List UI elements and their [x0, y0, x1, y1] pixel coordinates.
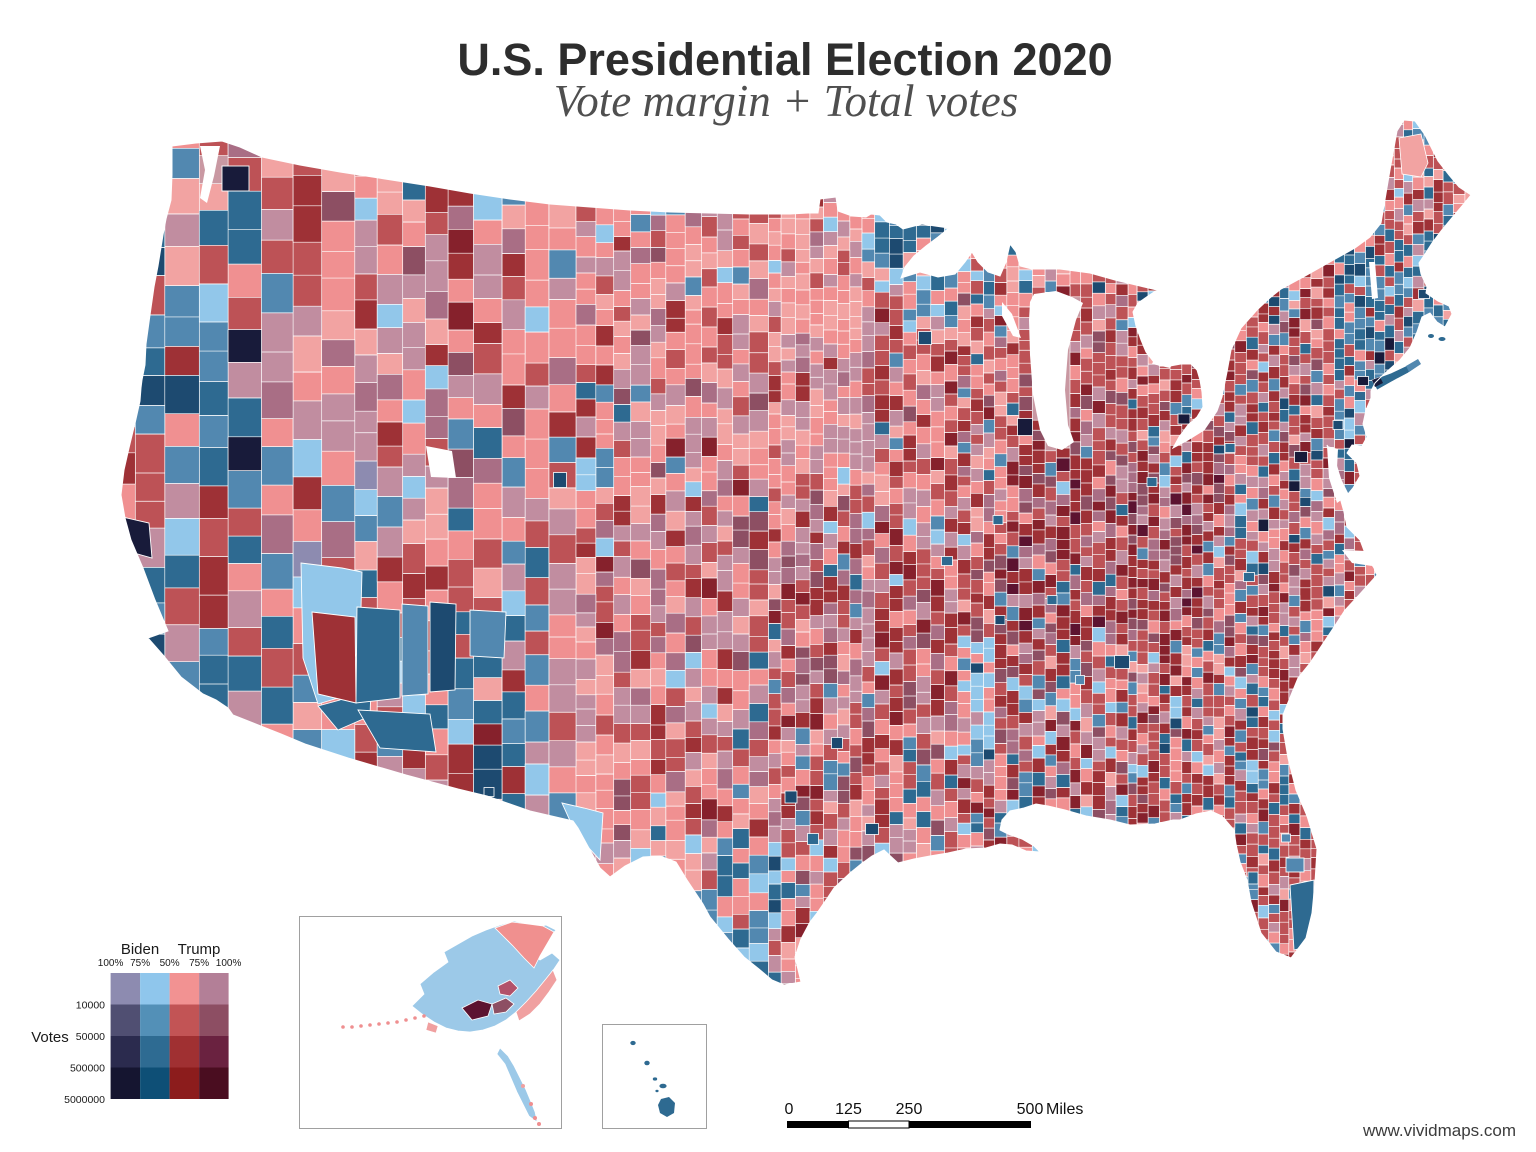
svg-text:5000000: 5000000: [64, 1094, 105, 1106]
svg-text:500: 500: [1017, 1101, 1044, 1118]
svg-text:50%: 50%: [160, 958, 180, 969]
svg-text:U.S. Presidential Election 202: U.S. Presidential Election 2020: [457, 34, 1112, 85]
svg-text:Miles: Miles: [1046, 1101, 1083, 1118]
svg-text:Biden: Biden: [121, 941, 159, 958]
svg-text:www.vividmaps.com: www.vividmaps.com: [1362, 1121, 1516, 1140]
svg-text:75%: 75%: [130, 958, 150, 969]
svg-text:125: 125: [835, 1101, 862, 1118]
svg-text:75%: 75%: [189, 958, 209, 969]
svg-text:250: 250: [896, 1101, 923, 1118]
svg-text:10000: 10000: [76, 1000, 105, 1012]
svg-text:Votes: Votes: [31, 1029, 69, 1046]
svg-text:500000: 500000: [70, 1063, 105, 1075]
svg-text:0: 0: [785, 1101, 794, 1118]
svg-text:Vote margin + Total votes: Vote margin + Total votes: [554, 76, 1019, 126]
svg-text:50000: 50000: [76, 1031, 105, 1043]
svg-text:100%: 100%: [98, 958, 124, 969]
svg-text:100%: 100%: [216, 958, 242, 969]
svg-text:Trump: Trump: [178, 941, 221, 958]
